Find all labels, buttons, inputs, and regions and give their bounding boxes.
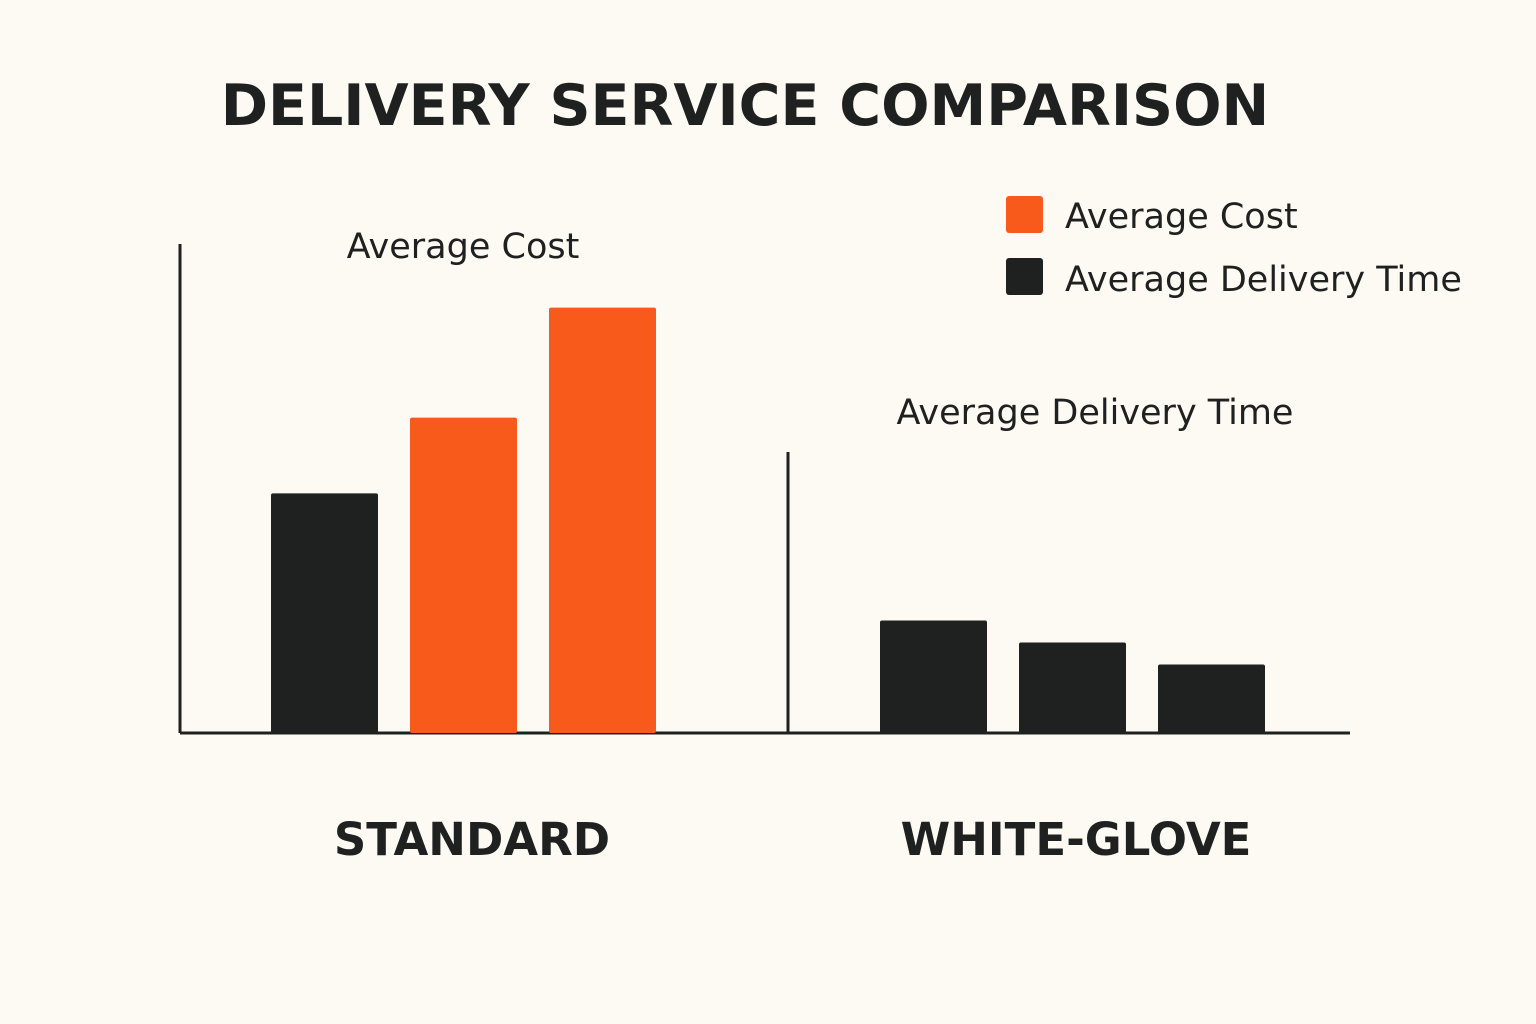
bar-standard-1 xyxy=(271,493,378,733)
bar-white-glove-3 xyxy=(1158,664,1265,733)
legend-label-average-delivery-time: Average Delivery Time xyxy=(1065,260,1462,300)
panel-label-white-glove: Average Delivery Time xyxy=(897,393,1294,433)
group-label-standard: STANDARD xyxy=(334,813,610,866)
legend-swatch-average-delivery-time xyxy=(1006,258,1043,295)
legend-swatch-average-cost xyxy=(1006,196,1043,233)
bar-standard-3 xyxy=(549,307,656,733)
group-label-white-glove: WHITE-GLOVE xyxy=(901,813,1252,866)
bars xyxy=(271,307,1265,733)
bar-white-glove-2 xyxy=(1019,642,1126,733)
chart-title: DELIVERY SERVICE COMPARISON xyxy=(221,73,1270,139)
legend: Average Cost Average Delivery Time xyxy=(1006,196,1462,300)
bar-white-glove-1 xyxy=(880,620,987,733)
bar-standard-2 xyxy=(410,417,517,733)
legend-label-average-cost: Average Cost xyxy=(1065,197,1298,237)
panel-label-standard: Average Cost xyxy=(347,227,580,267)
